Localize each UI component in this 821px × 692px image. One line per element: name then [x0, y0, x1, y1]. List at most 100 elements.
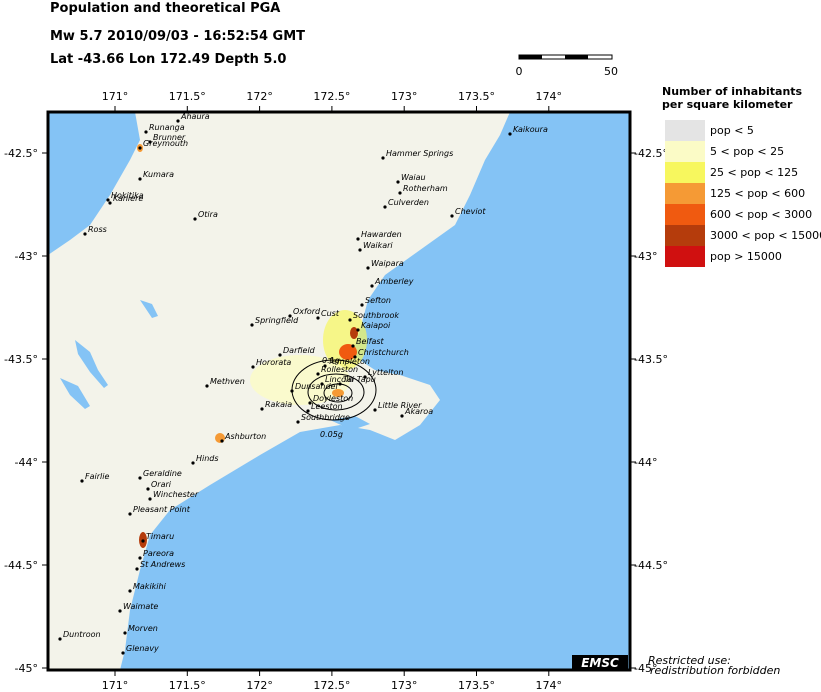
notice: redistribution forbidden: [650, 664, 780, 677]
y-tick-label: -43°: [634, 250, 657, 263]
town-label: Waimate: [123, 602, 158, 611]
logo-box: [572, 655, 628, 670]
town-label: Doyleston: [313, 394, 353, 403]
contour-label: 0.1g: [322, 356, 340, 365]
town-dot: [260, 407, 264, 411]
town-label: Amberley: [374, 277, 414, 286]
town-label: Rolleston: [321, 365, 358, 374]
legend-swatch: [665, 204, 705, 225]
town-dot: [118, 609, 122, 613]
town-dot: [320, 382, 324, 386]
town-dot: [316, 316, 320, 320]
x-tick-label: 174°: [536, 90, 563, 103]
town-label: Fairlie: [85, 472, 109, 481]
x-tick-label: 171.5°: [169, 90, 206, 103]
town-label: Kaniere: [113, 194, 143, 203]
x-tick-label: 173.5°: [458, 90, 495, 103]
legend-label: 600 < pop < 3000: [710, 208, 812, 221]
y-tick-label: -45°: [15, 662, 38, 675]
town-label: Tai Tapu: [343, 375, 376, 384]
town-dot: [383, 205, 387, 209]
legend-swatch: [665, 141, 705, 162]
town-dot: [353, 355, 357, 359]
x-tick-label: 173°: [391, 90, 418, 103]
town-label: Dunsandel: [295, 382, 338, 391]
legend-title: Number of inhabitants: [662, 85, 803, 98]
town-dot: [358, 248, 362, 252]
town-label: Winchester: [153, 490, 199, 499]
town-dot: [146, 487, 150, 491]
town-dot: [366, 266, 370, 270]
title: Population and theoretical PGA: [50, 1, 280, 16]
town-label: Methven: [210, 377, 245, 386]
town-dot: [83, 232, 87, 236]
town-label: Belfast: [356, 337, 385, 346]
legend-swatch: [665, 162, 705, 183]
town-label: Hinds: [196, 454, 219, 463]
legend-swatch: [665, 246, 705, 267]
town-dot: [193, 217, 197, 221]
town-dot: [138, 146, 142, 150]
legend-label: 5 < pop < 25: [710, 145, 784, 158]
town-label: Oxford: [293, 307, 321, 316]
y-tick-label: -44.5°: [634, 559, 668, 572]
town-dot: [80, 479, 84, 483]
y-tick-label: -43.5°: [4, 353, 38, 366]
town-dot: [148, 497, 152, 501]
town-dot: [356, 237, 360, 241]
y-tick-label: -42.5°: [634, 147, 668, 160]
town-dot: [220, 439, 224, 443]
town-label: Runanga: [149, 123, 185, 132]
legend-label: pop > 15000: [710, 250, 782, 263]
contour-label: 0.05g: [320, 430, 343, 439]
town-dot: [288, 314, 292, 318]
town-label: Cust: [321, 309, 340, 318]
town-dot: [128, 512, 132, 516]
town-dot: [138, 177, 142, 181]
town-dot: [123, 631, 127, 635]
scale-bar: [518, 54, 613, 60]
town-dot: [144, 130, 148, 134]
y-tick-label: -44°: [15, 456, 38, 469]
town-label: Geraldine: [143, 469, 182, 478]
y-tick-label: -43°: [15, 250, 38, 263]
town-label: Hammer Springs: [386, 149, 453, 158]
town-label: Rotherham: [403, 184, 448, 193]
town-dot: [251, 365, 255, 369]
town-dot: [138, 556, 142, 560]
town-dot: [308, 401, 312, 405]
town-label: Rakaia: [265, 400, 292, 409]
legend-label: 125 < pop < 600: [710, 187, 805, 200]
map: 0.1g 0.05g Ahaura RunangaBrunnerGreymouth…: [46, 110, 632, 672]
legend-swatch: [665, 183, 705, 204]
y-tick-label: -42.5°: [4, 147, 38, 160]
town-label: Ross: [88, 225, 107, 234]
town-dot: [191, 461, 195, 465]
town-label: Makikihi: [133, 582, 167, 591]
town-dot: [106, 198, 110, 202]
town-label: Otira: [198, 210, 218, 219]
town-dot: [108, 201, 112, 205]
town-dot: [400, 414, 404, 418]
y-tick-label: -43.5°: [634, 353, 668, 366]
town-dot: [121, 651, 125, 655]
town-label: Waiau: [401, 173, 426, 182]
town-dot: [128, 589, 132, 593]
town-label: Templeton: [328, 357, 370, 366]
event-info: Mw 5.7 2010/09/03 - 16:52:54 GMT: [50, 29, 305, 44]
town-dot: [351, 344, 355, 348]
town-dot: [396, 180, 400, 184]
legend-label: 25 < pop < 125: [710, 166, 798, 179]
town-dot: [508, 132, 512, 136]
x-tick-label: 173.5°: [458, 679, 495, 692]
town-label: Christchurch: [358, 348, 409, 357]
town-label: Brunner: [153, 133, 186, 142]
legend-label: pop < 5: [710, 124, 754, 137]
x-tick-label: 171.5°: [169, 679, 206, 692]
town-label: Pareora: [143, 549, 174, 558]
town-dot: [381, 156, 385, 160]
map-frame: [46, 110, 632, 672]
legend-swatch: [665, 120, 705, 141]
town-label: Akaroa: [404, 407, 433, 416]
town-dot: [338, 382, 342, 386]
